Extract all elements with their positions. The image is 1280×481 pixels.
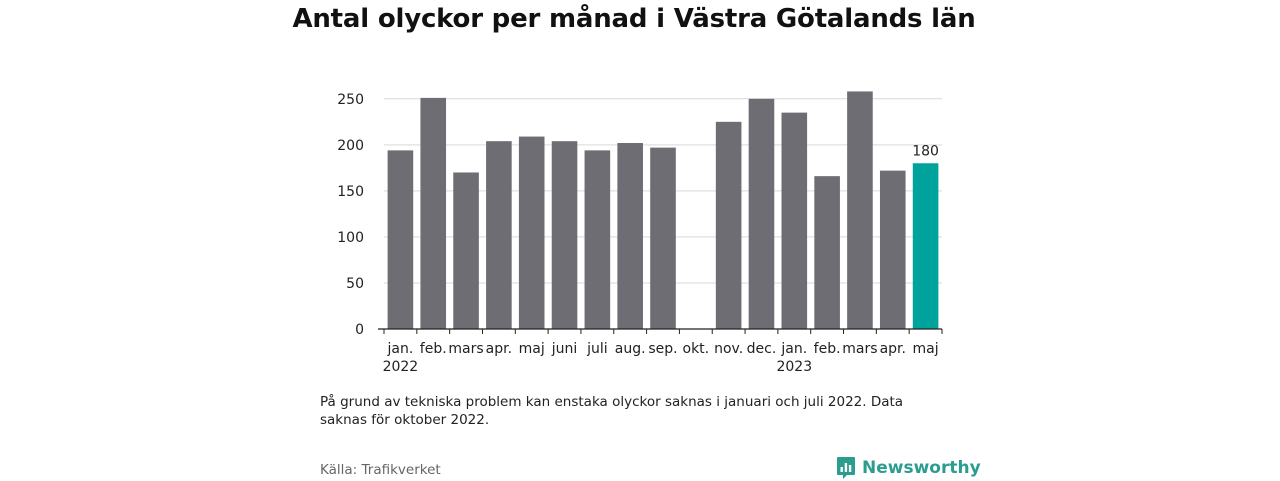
x-tick-label: nov. bbox=[714, 341, 743, 357]
x-tick-label: juni bbox=[551, 341, 578, 357]
bar bbox=[748, 98, 775, 330]
x-tick-label: juli bbox=[586, 341, 608, 357]
y-tick-label: 200 bbox=[337, 138, 364, 154]
x-tick-label: mars bbox=[842, 341, 877, 357]
chart-title: Antal olyckor per månad i Västra Götalan… bbox=[292, 4, 976, 34]
x-tick-label: sep. bbox=[648, 341, 677, 357]
y-tick-label: 250 bbox=[337, 92, 364, 108]
x-tick-label: maj bbox=[519, 341, 545, 357]
data-label: 180 bbox=[912, 143, 939, 159]
y-tick-label: 150 bbox=[337, 184, 364, 200]
x-tick-label: feb. bbox=[814, 341, 841, 357]
brand-logo[interactable]: Newsworthy bbox=[836, 455, 981, 481]
x-year-label: 2023 bbox=[776, 359, 812, 375]
bar bbox=[551, 141, 578, 329]
bar bbox=[486, 141, 512, 329]
bar bbox=[584, 150, 611, 329]
y-tick-label: 0 bbox=[355, 322, 364, 338]
newsworthy-logo-icon bbox=[837, 457, 855, 479]
x-tick-label: okt. bbox=[683, 341, 710, 357]
x-tick-label: jan. bbox=[387, 341, 414, 357]
bar bbox=[518, 136, 545, 329]
x-tick-label: feb. bbox=[420, 341, 447, 357]
x-tick-label: jan. bbox=[780, 341, 807, 357]
bar bbox=[715, 121, 742, 329]
bar bbox=[912, 163, 939, 329]
bar bbox=[420, 97, 447, 329]
x-tick-label: dec. bbox=[747, 341, 777, 357]
bar bbox=[879, 170, 906, 329]
bar bbox=[650, 147, 676, 329]
x-tick-label: mars bbox=[448, 341, 483, 357]
bar bbox=[617, 143, 643, 329]
y-tick-label: 50 bbox=[346, 276, 364, 292]
brand-name: Newsworthy bbox=[862, 458, 981, 478]
source-credit: Källa: Trafikverket bbox=[320, 462, 441, 478]
y-tick-label: 100 bbox=[337, 230, 364, 246]
x-tick-label: maj bbox=[913, 341, 939, 357]
x-tick-label: apr. bbox=[880, 341, 906, 357]
bar bbox=[847, 91, 873, 329]
bar bbox=[387, 150, 414, 329]
bar bbox=[781, 112, 808, 329]
bar bbox=[453, 172, 479, 329]
x-tick-label: apr. bbox=[486, 341, 512, 357]
x-year-label: 2022 bbox=[383, 359, 419, 375]
x-tick-label: aug. bbox=[615, 341, 646, 357]
bar bbox=[814, 176, 840, 329]
chart-footnote: På grund av tekniska problem kan enstaka… bbox=[320, 394, 904, 428]
